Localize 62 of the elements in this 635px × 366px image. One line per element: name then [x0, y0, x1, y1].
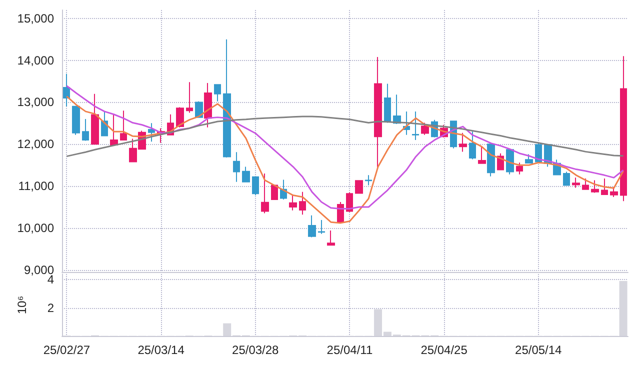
- candlestick: [572, 177, 580, 188]
- candlestick: [101, 110, 108, 136]
- candlestick: [610, 186, 618, 198]
- line-series: [66, 96, 624, 224]
- candlestick: [469, 131, 476, 160]
- candlestick: [176, 106, 184, 128]
- candlestick: [299, 191, 306, 216]
- candlestick: [261, 172, 269, 214]
- candlestick: [421, 122, 429, 136]
- candlestick: [252, 176, 259, 196]
- candlestick: [214, 84, 221, 102]
- candlestick: [582, 178, 589, 190]
- candlestick: [148, 122, 155, 142]
- candlestick: [516, 162, 523, 175]
- candlestick: [525, 154, 533, 164]
- candlestick: [487, 144, 495, 177]
- candlestick: [365, 174, 372, 186]
- candlestick: [478, 146, 486, 164]
- candlestick: [120, 110, 127, 140]
- candlestick: [355, 180, 363, 194]
- candlestick: [223, 38, 231, 158]
- candlestick: [110, 114, 118, 146]
- candlestick: [242, 166, 250, 182]
- candlestick: [82, 118, 89, 142]
- y-tick-label: 2: [47, 300, 54, 315]
- candlestick: [327, 230, 335, 246]
- candlestick: [308, 214, 316, 238]
- candlestick: [591, 180, 599, 194]
- y-tick-label: 14,000: [17, 53, 54, 68]
- candlestick: [412, 110, 419, 140]
- candlestick: [271, 184, 278, 200]
- y-tick-label: 13,000: [17, 95, 54, 110]
- x-tick-label: 25/03/14: [138, 343, 185, 357]
- x-tick-label: 25/04/11: [326, 343, 373, 357]
- y-axis-title: 10⁶: [15, 296, 29, 314]
- candlestick: [563, 171, 570, 186]
- x-tick-label: 25/05/14: [515, 343, 562, 357]
- y-tick-label: 10,000: [17, 220, 54, 235]
- candlestick: [620, 56, 627, 202]
- x-tick-label: 25/04/25: [420, 343, 468, 357]
- candlestick: [204, 82, 212, 128]
- x-tick-label: 25/02/27: [43, 343, 90, 357]
- candlestick: [601, 178, 608, 195]
- candlestick: [289, 194, 297, 211]
- candlestick: [72, 106, 80, 136]
- candlestick: [506, 149, 514, 175]
- y-tick-label: 12,000: [17, 137, 54, 152]
- candlestick: [233, 152, 240, 182]
- candlestick: [384, 83, 391, 122]
- candlestick: [186, 82, 193, 114]
- candlestick: [63, 73, 70, 107]
- y-tick-label: 15,000: [17, 11, 54, 26]
- line-series: [66, 116, 624, 158]
- candlestick: [91, 93, 99, 145]
- candlestick: [459, 132, 467, 152]
- line-series: [66, 85, 624, 210]
- candlestick: [535, 142, 542, 164]
- candlestick: [346, 192, 353, 213]
- y-tick-label: 11,000: [18, 179, 54, 194]
- x-tick-label: 25/03/28: [232, 343, 280, 357]
- candlestick: [318, 220, 325, 234]
- bar: [619, 281, 628, 336]
